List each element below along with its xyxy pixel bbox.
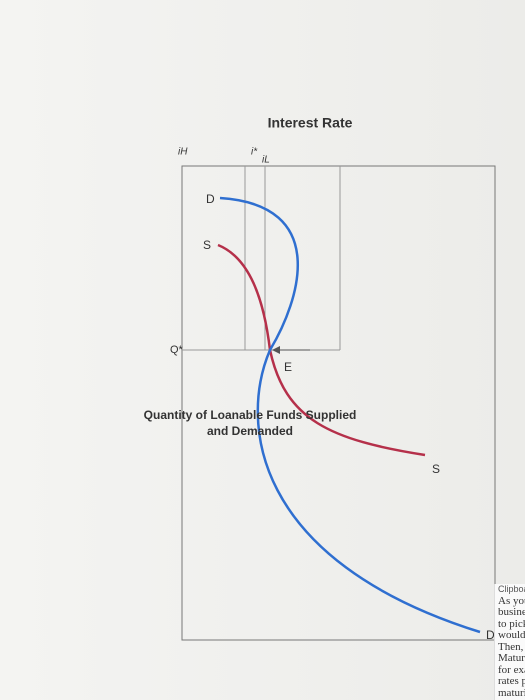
x-axis-label: Quantity of Loanable Funds Supplied: [144, 408, 357, 422]
rate-label: iH: [178, 147, 188, 158]
panel-line: rates publ: [498, 675, 525, 687]
plot-frame: [181, 165, 496, 641]
rate-label: iL: [262, 155, 270, 166]
panel-header: Clipboard: [498, 584, 525, 594]
panel-line: Maturitie: [498, 652, 525, 664]
panel-line: to pick a: [498, 617, 525, 630]
panel-line: business: [498, 606, 525, 618]
supply-curve: [217, 243, 426, 457]
y-axis-label: Interest Rate: [268, 115, 353, 131]
x-axis-label: and Demanded: [207, 424, 293, 438]
curve-label: D: [486, 628, 495, 642]
rate-label: i*: [251, 147, 258, 158]
curve-label: S: [432, 462, 440, 476]
demand-curve: [219, 196, 481, 634]
panel-line: for examp: [498, 663, 525, 676]
panel-line: As you c: [498, 594, 525, 607]
quantity-label: Q*: [170, 344, 184, 356]
equilibrium-label: E: [284, 360, 292, 374]
panel-line: would pi: [498, 629, 525, 641]
curve-label: D: [206, 192, 215, 206]
panel-line: Then, usi: [498, 640, 525, 653]
curve-label: S: [203, 238, 211, 252]
side-panel: Clipboard As you cbusinessto pick awould…: [494, 584, 525, 700]
panel-line: maturities: [498, 686, 525, 699]
arrow-head: [272, 346, 280, 354]
